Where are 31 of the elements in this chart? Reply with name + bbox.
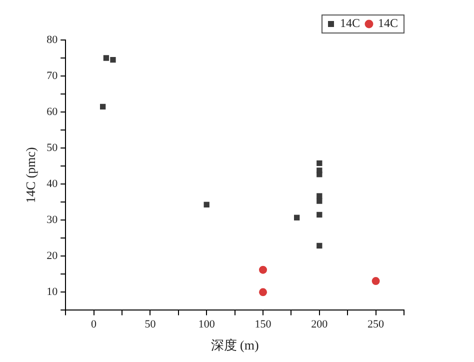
point [204,202,210,208]
point [316,198,322,204]
x-tick-label: 250 [368,318,385,331]
point [316,212,322,218]
y-tick-label: 60 [46,106,58,118]
point [100,104,106,110]
point [259,288,267,296]
y-tick-label: 20 [46,250,58,262]
y-axis-title: 14C (pmc) [23,147,38,204]
y-tick-label: 10 [46,286,58,298]
y-tick-label: 80 [46,34,58,46]
y-tick-label: 30 [46,214,58,226]
x-tick-label: 50 [144,318,156,331]
point [294,214,300,220]
point [259,266,267,274]
x-tick-label: 200 [311,318,328,331]
x-tick-label: 150 [254,318,272,331]
legend-label: 14C [378,16,398,30]
legend-label: 14C [340,16,360,30]
point [110,56,116,63]
point [316,242,322,249]
point [372,277,380,286]
point [316,172,322,178]
point [316,160,322,166]
y-tick-label: 70 [46,70,58,82]
x-tick-label: 100 [198,318,216,331]
x-axis-title: 深度 (m) [210,338,259,353]
point [103,55,110,61]
y-tick-label: 40 [46,178,58,190]
y-tick-label: 50 [46,142,58,154]
x-tick-label: 0 [91,318,98,331]
